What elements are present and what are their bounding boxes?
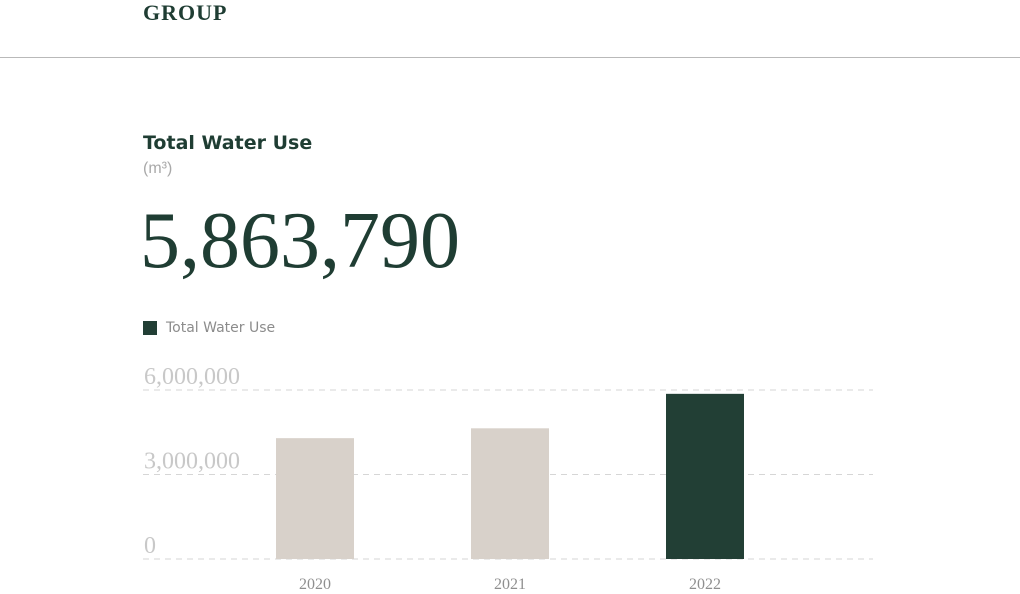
chart-title: Total Water Use <box>143 132 313 154</box>
brand-logo-text: GROUP <box>143 0 228 25</box>
bar-2021 <box>471 428 549 559</box>
header-divider <box>0 57 1020 58</box>
x-category-label: 2022 <box>689 576 721 593</box>
x-axis-labels: 2020 2021 2022 <box>299 576 721 593</box>
y-axis-ticks: 0 3,000,000 6,000,000 <box>144 364 240 559</box>
y-tick-label: 6,000,000 <box>144 364 240 390</box>
legend-label: Total Water Use <box>166 320 276 336</box>
headline-value: 5,863,790 <box>140 197 460 285</box>
bar-2022 <box>666 393 744 559</box>
legend-swatch <box>143 321 157 335</box>
x-category-label: 2021 <box>494 576 526 593</box>
y-tick-label: 3,000,000 <box>144 449 240 475</box>
bar-2020 <box>276 438 354 559</box>
x-category-label: 2020 <box>299 576 331 593</box>
chart-legend: Total Water Use <box>143 318 275 338</box>
bars <box>276 393 744 559</box>
unit-label: (m³) <box>143 160 173 177</box>
y-tick-label: 0 <box>144 533 156 559</box>
